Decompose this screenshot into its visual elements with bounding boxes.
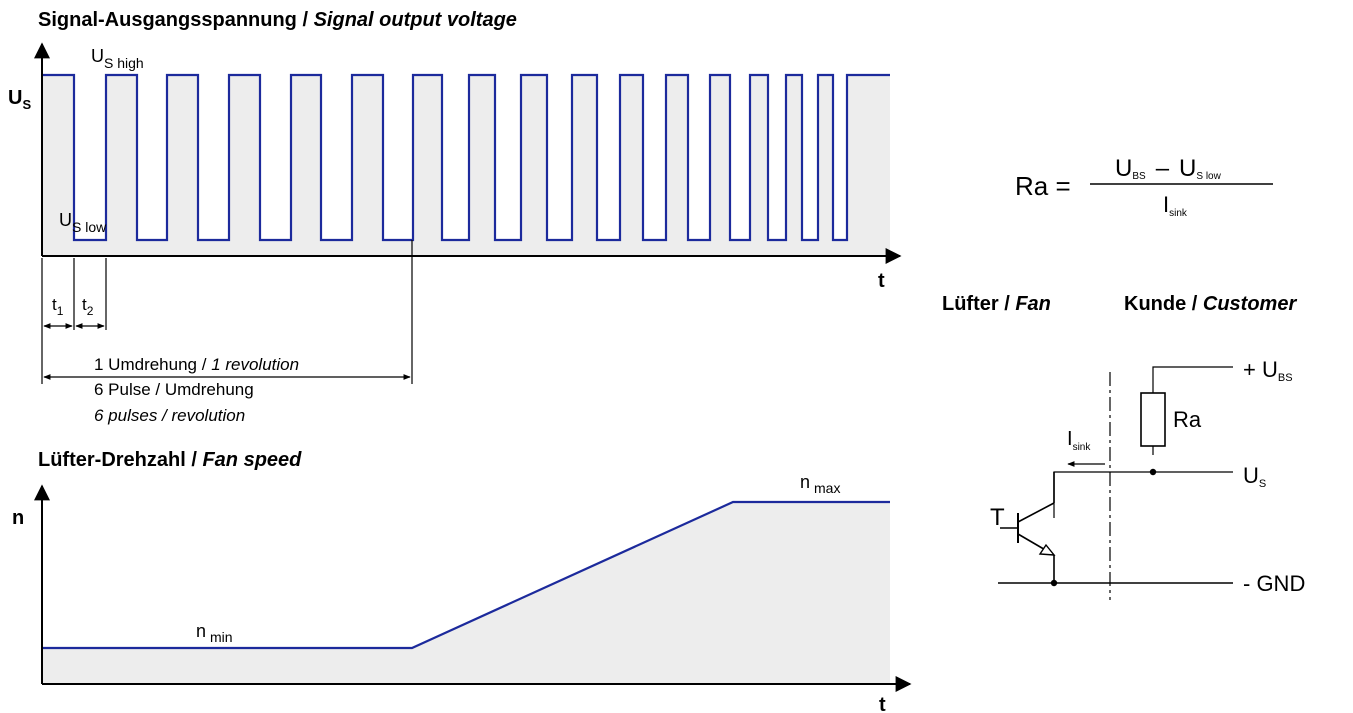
gnd-label: - GND [1243, 571, 1305, 596]
signal-y-label: US [8, 87, 31, 112]
signal-chart: Signal-Ausgangsspannung / Signal output … [8, 9, 902, 425]
pulses-per-revolution-en: 6 pulses / revolution [94, 406, 245, 425]
circuit: Lüfter / Fan Kunde / Customer + UBS Ra U… [942, 293, 1305, 600]
n-max-label: n max [800, 472, 840, 496]
formula-lhs: Ra = [1015, 171, 1071, 201]
revolution-dimension: 1 Umdrehung / 1 revolution 6 Pulse / Umd… [41, 240, 413, 425]
customer-side-label: Kunde / Customer [1124, 293, 1297, 315]
ubs-label: + UBS [1243, 357, 1293, 384]
resistor-ra [1140, 392, 1166, 447]
transistor-label: T [990, 504, 1005, 531]
u-s-low-label: US low [59, 210, 107, 235]
isink-label: Isink [1067, 428, 1091, 453]
signal-chart-title: Signal-Ausgangsspannung / Signal output … [38, 9, 517, 31]
pulse-waveform [42, 73, 890, 242]
us-junction-dot [1149, 468, 1157, 476]
transistor [1000, 472, 1056, 583]
fan-side-label: Lüfter / Fan [942, 293, 1051, 315]
speed-x-label: t [879, 694, 886, 713]
formula-numerator: UBS – US low [1115, 155, 1222, 182]
ra-formula: Ra = UBS – US low Isink [1015, 155, 1273, 219]
t1-t2-dimension: t1 t2 [43, 258, 107, 330]
n-min-label: n min [196, 621, 233, 645]
speed-chart-title: Lüfter-Drehzahl / Fan speed [38, 449, 302, 471]
speed-chart: Lüfter-Drehzahl / Fan speed n t n min n ma… [12, 449, 912, 713]
t1-label: t1 [52, 295, 64, 318]
revolution-label: 1 Umdrehung / 1 revolution [94, 355, 299, 374]
speed-y-label: n [12, 507, 24, 529]
speed-area-fill [42, 502, 890, 684]
pulses-per-revolution-de: 6 Pulse / Umdrehung [94, 380, 254, 399]
t2-label: t2 [82, 295, 94, 318]
formula-denominator: Isink [1163, 192, 1188, 219]
signal-area-fill [42, 75, 890, 256]
u-s-high-label: US high [91, 46, 144, 71]
us-line [1053, 471, 1233, 518]
ra-label: Ra [1173, 407, 1202, 432]
signal-x-label: t [878, 270, 885, 292]
speed-curve [42, 500, 890, 650]
gnd-junction-dot [1050, 579, 1058, 587]
us-label: US [1243, 463, 1266, 490]
